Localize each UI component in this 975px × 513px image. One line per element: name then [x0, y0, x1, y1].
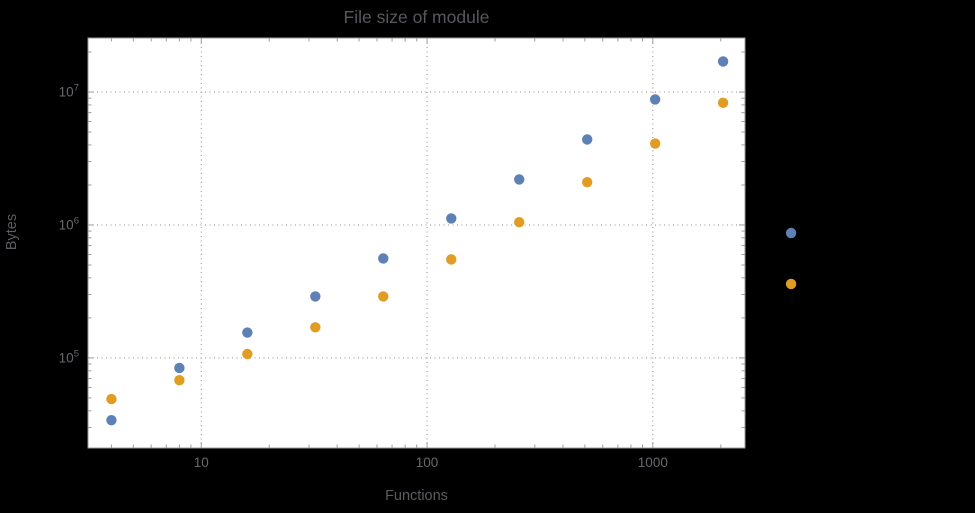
- x-tick-label: 1000: [638, 455, 668, 470]
- data-point-series-blue: [514, 174, 525, 185]
- data-point-series-blue: [785, 227, 797, 239]
- data-point-series-blue: [310, 291, 321, 302]
- data-point-series-orange: [649, 138, 661, 149]
- y-tick-label: 106: [59, 215, 79, 232]
- plot-area: [88, 38, 745, 448]
- y-axis-label: Bytes: [4, 213, 20, 251]
- data-point-series-orange: [446, 254, 457, 265]
- chart-title: File size of module: [343, 7, 490, 27]
- data-point-series-orange: [581, 176, 593, 188]
- y-tick-label: 107: [59, 83, 79, 100]
- data-point-series-blue: [106, 414, 117, 426]
- x-tick-label: 100: [416, 455, 439, 470]
- data-point-series-orange: [514, 216, 525, 228]
- data-point-series-blue: [174, 362, 185, 374]
- data-point-series-blue: [649, 94, 661, 105]
- data-point-series-blue: [378, 253, 389, 264]
- data-point-series-orange: [106, 393, 117, 405]
- y-tick-label: 105: [59, 348, 79, 365]
- data-point-series-orange: [310, 322, 321, 333]
- data-point-series-orange: [174, 374, 185, 386]
- data-point-series-orange: [717, 97, 729, 108]
- data-point-series-orange: [378, 291, 389, 302]
- data-point-series-blue: [581, 134, 593, 145]
- x-axis-label: Functions: [385, 488, 448, 504]
- data-point-series-orange: [785, 278, 797, 290]
- data-point-series-orange: [242, 348, 253, 360]
- data-point-series-blue: [446, 213, 457, 224]
- data-point-series-blue: [242, 327, 253, 338]
- data-point-series-blue: [717, 56, 729, 67]
- plot-frame: [87, 37, 746, 449]
- x-tick-label: 10: [194, 455, 209, 470]
